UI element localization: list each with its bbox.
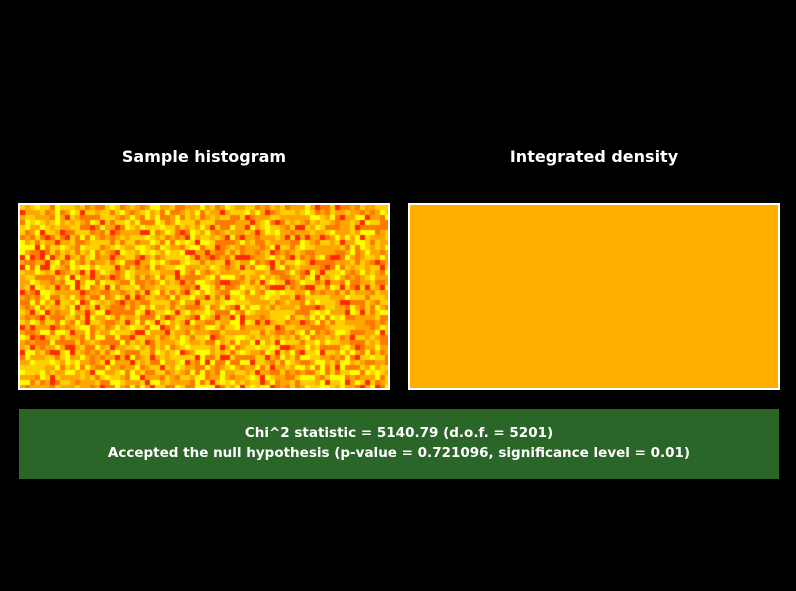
hypothesis-result-text: Accepted the null hypothesis (p-value = … bbox=[107, 445, 691, 461]
sample-histogram-panel bbox=[18, 203, 390, 390]
integrated-density-title: Integrated density bbox=[509, 147, 679, 166]
integrated-density-panel bbox=[408, 203, 780, 390]
sample-histogram-title: Sample histogram bbox=[121, 147, 287, 166]
test-result-banner: Chi^2 statistic = 5140.79 (d.o.f. = 5201… bbox=[19, 409, 779, 479]
sample-histogram-heatmap bbox=[20, 205, 388, 388]
chi-square-statistic-text: Chi^2 statistic = 5140.79 (d.o.f. = 5201… bbox=[244, 425, 554, 441]
integrated-density-heatmap bbox=[410, 205, 778, 388]
